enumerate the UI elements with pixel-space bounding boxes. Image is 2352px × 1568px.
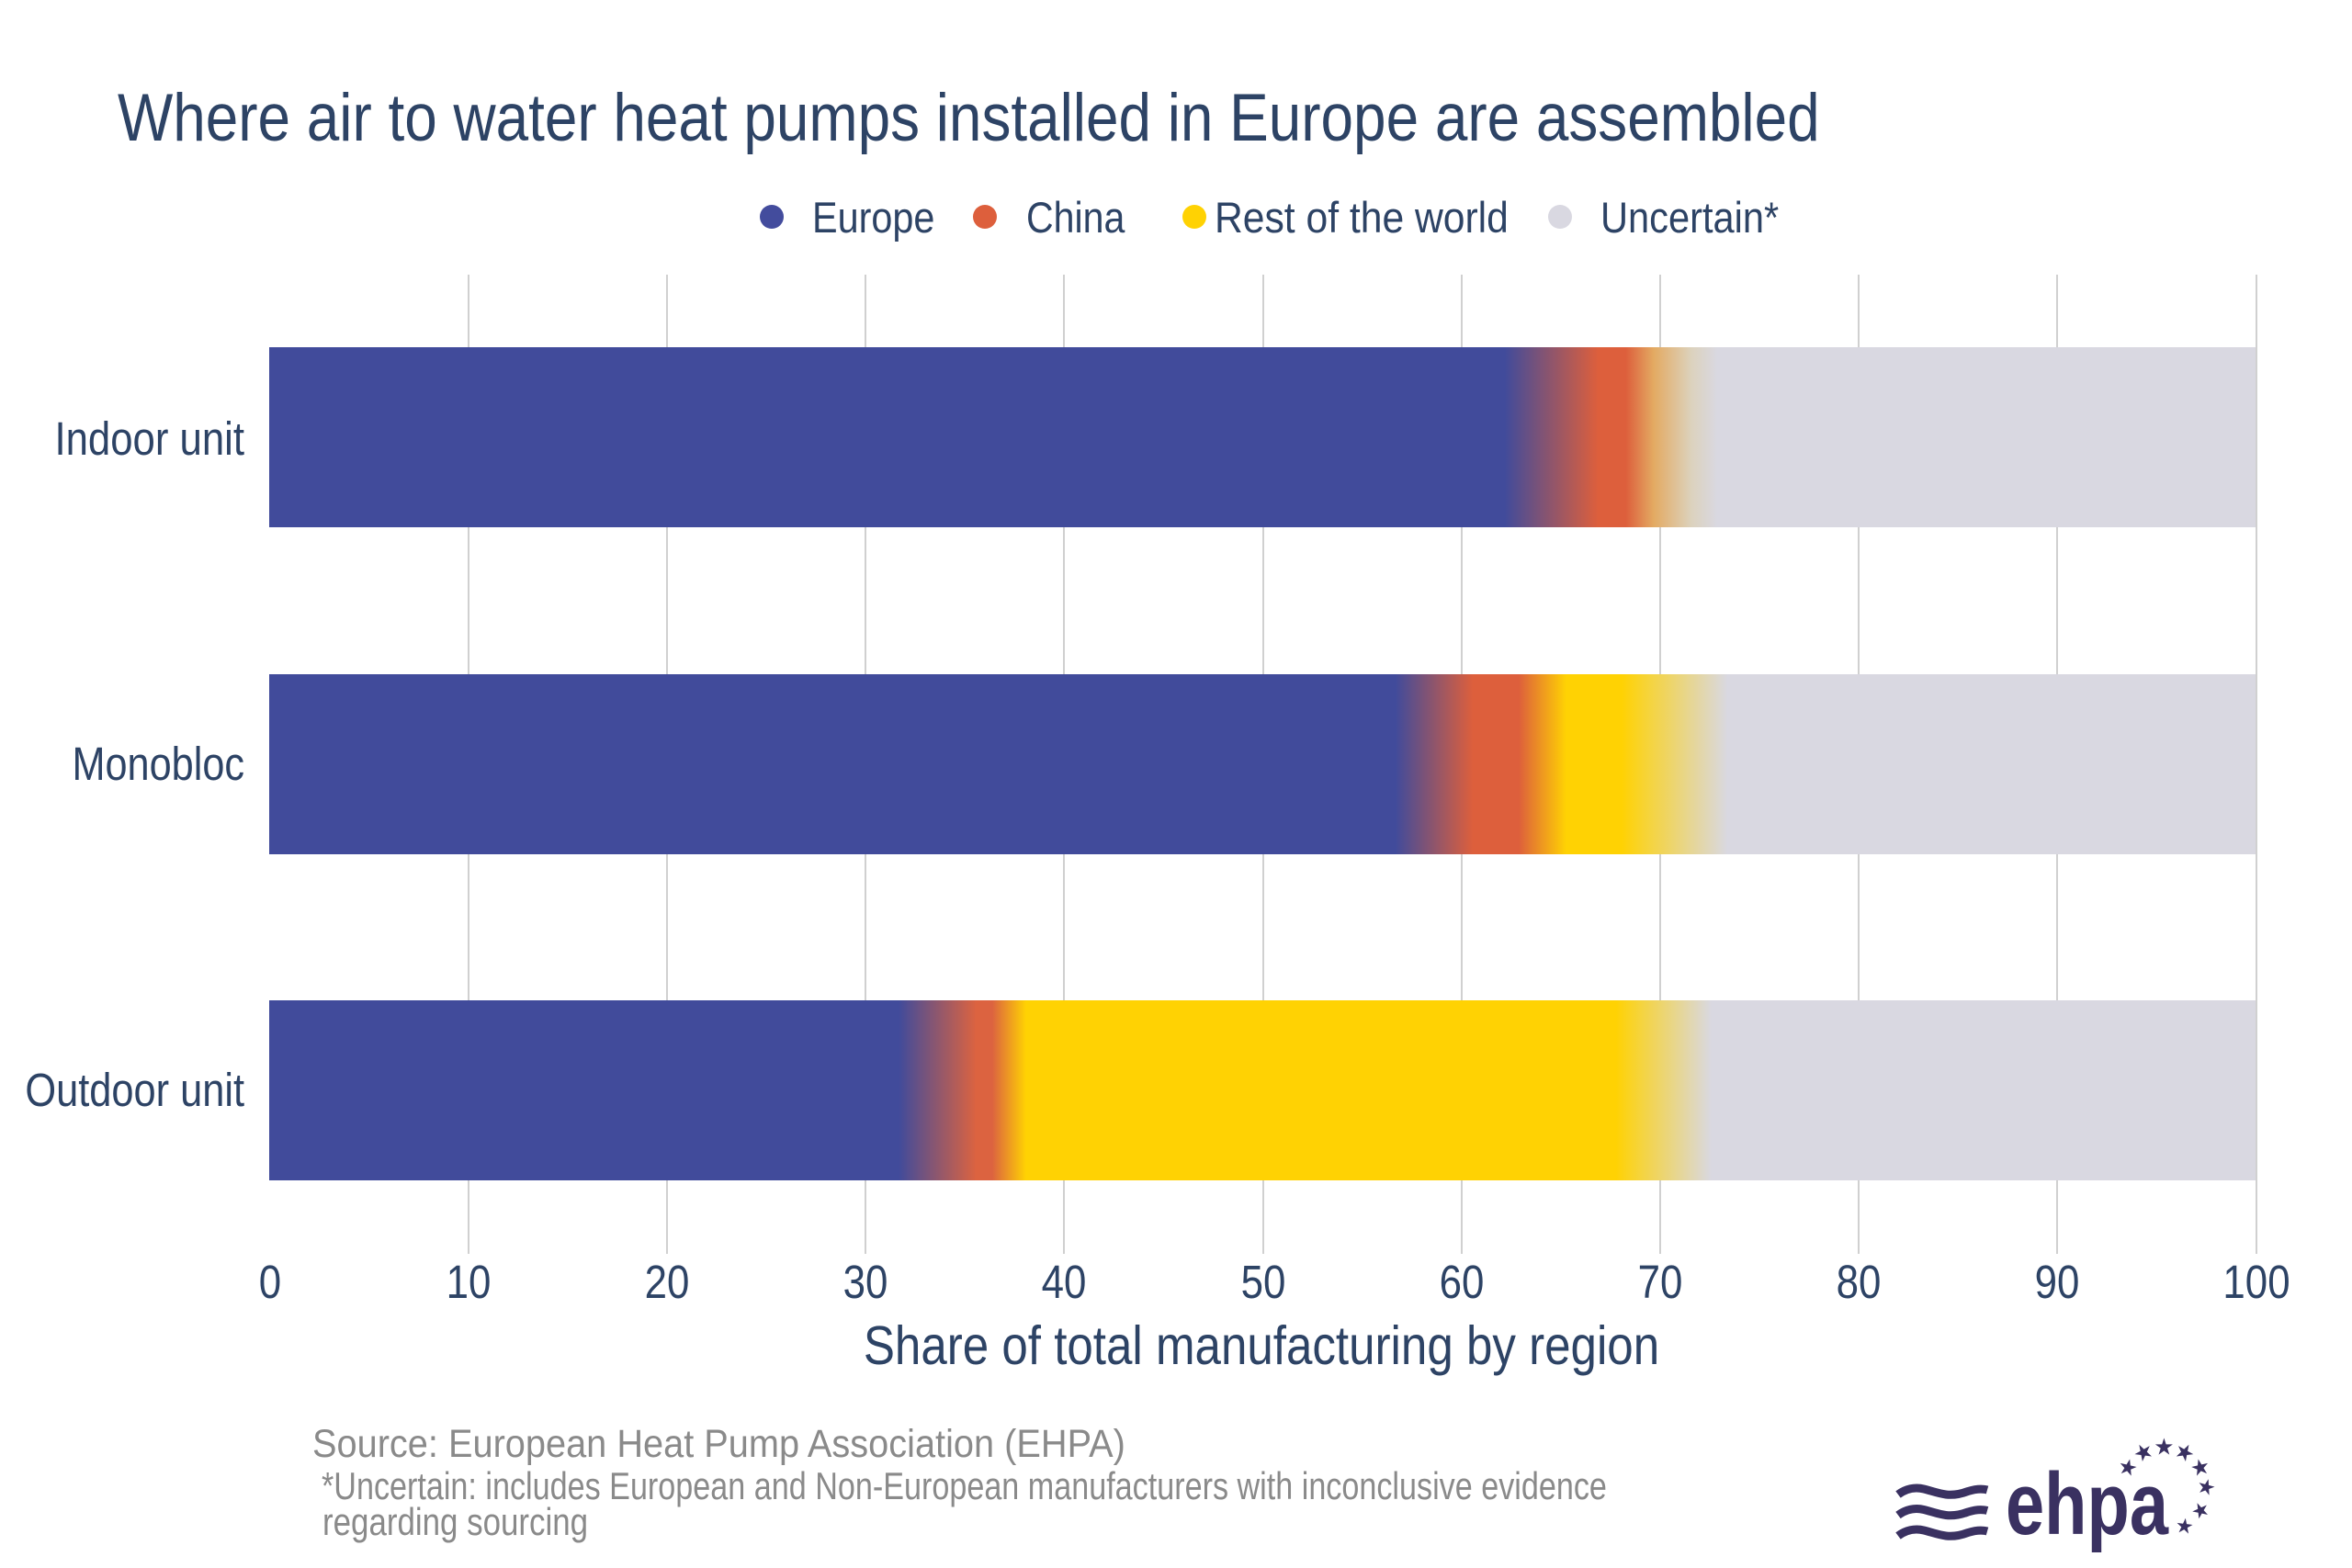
svg-text:ehpa: ehpa bbox=[2006, 1456, 2169, 1554]
